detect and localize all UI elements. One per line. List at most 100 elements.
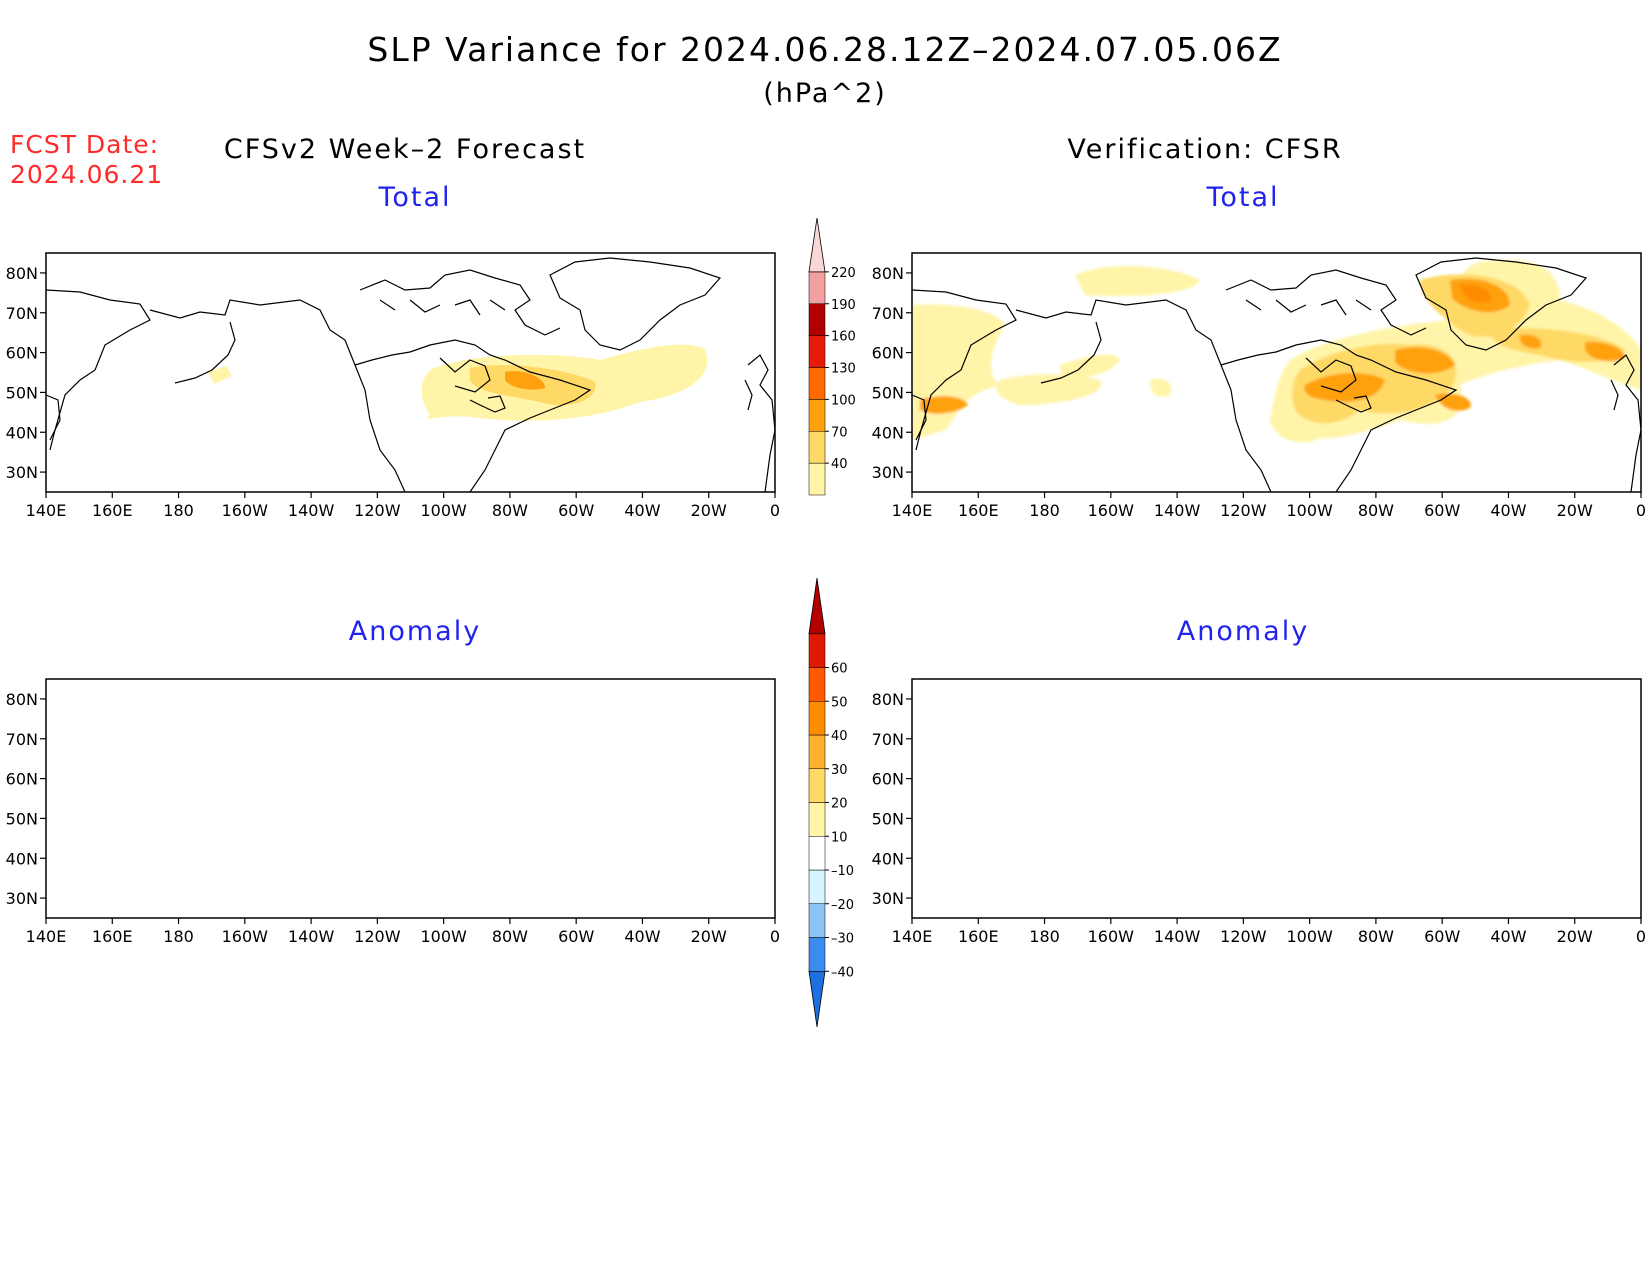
figure-units: (hPa^2) [763, 78, 887, 109]
lon-label: 160W [222, 501, 269, 520]
lon-label: 160E [958, 501, 999, 520]
lon-label: 180 [1029, 501, 1060, 520]
lon-label: 0 [1636, 501, 1646, 520]
colorbar-swatch [808, 399, 826, 432]
colorbar-swatch [808, 667, 826, 702]
colorbar-label: 30 [831, 763, 848, 778]
lat-label: 50N [6, 809, 38, 828]
lon-label: 180 [1029, 927, 1060, 946]
lat-label: 50N [6, 383, 38, 402]
lon-label: 40W [1490, 501, 1526, 520]
colorbar-total: 40 70 100 130 160 190 220 [808, 217, 856, 496]
colorbar-swatch [808, 802, 826, 837]
colorbar-swatch [808, 303, 826, 336]
lon-label: 20W [691, 927, 727, 946]
lat-label: 40N [872, 849, 904, 868]
lon-label: 160E [958, 927, 999, 946]
lat-label: 60N [872, 770, 904, 789]
lat-label: 70N [6, 304, 38, 323]
lat-label: 30N [872, 889, 904, 908]
lat-label: 60N [872, 344, 904, 363]
lon-label: 100W [1286, 927, 1333, 946]
lat-label: 40N [6, 423, 38, 442]
colorbar-swatch [808, 836, 826, 871]
colorbar-label: 220 [831, 266, 856, 281]
lat-label: 70N [872, 730, 904, 749]
lat-label: 80N [6, 690, 38, 709]
lon-label: 60W [1424, 501, 1460, 520]
coastlines-verification-anomaly [912, 684, 1641, 918]
panel-title-forecast-total: Total [378, 182, 452, 213]
lon-label: 40W [1490, 927, 1526, 946]
colorbar-label: 160 [831, 330, 856, 345]
lon-label: 120W [354, 927, 401, 946]
frame-verification-total [911, 252, 1642, 493]
lon-label: 140E [26, 927, 67, 946]
colorbar-swatch [808, 869, 826, 904]
lon-label: 140E [892, 501, 933, 520]
lon-label: 100W [420, 501, 467, 520]
colorbar-label: –10 [831, 864, 854, 879]
lon-label: 0 [770, 927, 780, 946]
lat-label: 50N [872, 809, 904, 828]
lon-label: 80W [1358, 501, 1394, 520]
colorbar-label: –40 [831, 965, 854, 980]
figure-title: SLP Variance for 2024.06.28.12Z–2024.07.… [367, 30, 1283, 69]
colorbar-swatch [808, 768, 826, 803]
colorbar-label: –30 [831, 932, 854, 947]
colorbar-swatch [808, 633, 826, 668]
lon-label: 180 [163, 501, 194, 520]
lat-label: 80N [872, 264, 904, 283]
lon-label: 180 [163, 927, 194, 946]
shading-forecast-anomaly [215, 759, 747, 856]
lon-label: 120W [1220, 927, 1267, 946]
lat-label: 60N [6, 344, 38, 363]
colorbar-swatch [808, 701, 826, 736]
lat-label: 30N [6, 889, 38, 908]
lon-label: 60W [558, 501, 594, 520]
colorbar-swatch [808, 367, 826, 400]
lon-label: 80W [492, 501, 528, 520]
lon-label: 60W [558, 927, 594, 946]
lon-label: 0 [770, 501, 780, 520]
frame-forecast-anomaly [45, 678, 776, 919]
colorbar-anomaly: –40 –30 –20 –10 10 20 30 40 50 60 [808, 577, 854, 1028]
coastlines-forecast-total [46, 257, 775, 492]
colorbar-label: 130 [831, 362, 856, 377]
left-column-title: CFSv2 Week–2 Forecast [223, 134, 587, 165]
colorbar-label: 20 [831, 797, 848, 812]
colorbar-label: 60 [831, 662, 848, 677]
lon-label: 140W [1154, 501, 1201, 520]
lon-label: 140E [892, 927, 933, 946]
colorbar-swatch [808, 577, 826, 635]
shading-verification-total [912, 259, 1641, 443]
lat-label: 30N [6, 463, 38, 482]
coastlines-verification-total [912, 257, 1641, 492]
lon-label: 20W [1557, 501, 1593, 520]
lon-label: 100W [1286, 501, 1333, 520]
colorbar-label: 190 [831, 298, 856, 313]
axis-labels: 30N 40N 50N 60N 70N 80N 140E 160E 180 160W 140W 120… [6, 264, 1646, 946]
lon-label: 60W [1424, 927, 1460, 946]
colorbar-swatch [808, 970, 826, 1028]
colorbar-swatch [808, 335, 826, 368]
lon-label: 160W [1088, 501, 1135, 520]
lat-label: 70N [872, 304, 904, 323]
lon-label: 160E [92, 927, 133, 946]
lon-label: 20W [1557, 927, 1593, 946]
lon-label: 20W [691, 501, 727, 520]
lon-label: 140W [1154, 927, 1201, 946]
lon-label: 160E [92, 501, 133, 520]
lat-label: 80N [6, 264, 38, 283]
colorbar-swatch [808, 462, 826, 496]
lon-label: 120W [1220, 501, 1267, 520]
lon-label: 160W [1088, 927, 1135, 946]
lat-label: 40N [6, 849, 38, 868]
shading-verification-anomaly [912, 678, 1641, 877]
panel-title-forecast-anomaly: Anomaly [348, 616, 482, 647]
colorbar-swatch [808, 271, 826, 304]
forecast-date-label: FCST Date: [10, 130, 160, 159]
lon-label: 80W [1358, 927, 1394, 946]
